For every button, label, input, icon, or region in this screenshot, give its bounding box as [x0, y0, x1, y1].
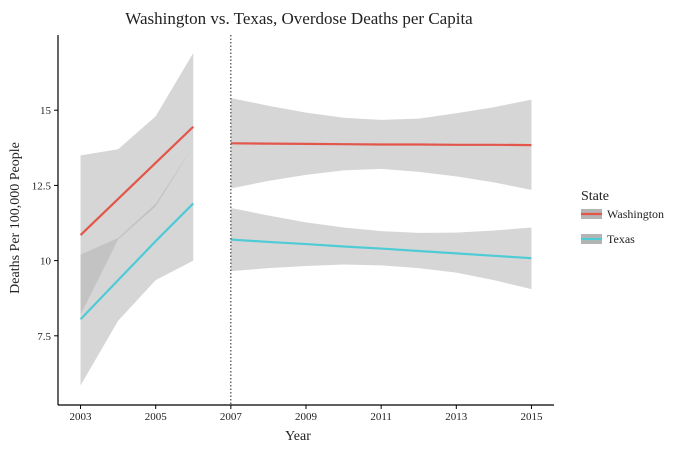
- x-tick-label: 2005: [145, 411, 168, 423]
- series-lines: [79, 125, 532, 321]
- x-axis-title: Year: [285, 429, 311, 444]
- y-tick-label: 7.5: [37, 331, 51, 343]
- x-tick-label: 2009: [295, 411, 318, 423]
- confidence-band-texas-1: [80, 146, 194, 386]
- x-tick-label: 2007: [220, 411, 243, 423]
- y-axis-ticks: 7.5 10 12.5 15: [32, 105, 58, 343]
- trend-line-washington-2: [230, 142, 532, 147]
- trend-line-texas-1: [79, 202, 195, 321]
- y-tick-label: 12.5: [32, 180, 52, 192]
- x-tick-label: 2013: [445, 411, 468, 423]
- legend-item-texas: Texas: [581, 232, 635, 246]
- y-tick-label: 10: [40, 256, 52, 268]
- chart-title: Washington vs. Texas, Overdose Deaths pe…: [125, 9, 473, 28]
- x-axis-ticks: 2003 2005 2007 2009 2011 2013 2015: [70, 405, 543, 423]
- trend-line-texas-2: [230, 238, 532, 260]
- trend-line-washington-1: [79, 125, 195, 236]
- legend: State Washington Texas: [581, 189, 664, 246]
- y-tick-label: 15: [40, 105, 52, 117]
- x-tick-label: 2003: [70, 411, 93, 423]
- legend-item-washington: Washington: [581, 207, 664, 221]
- legend-label: Texas: [607, 232, 635, 246]
- y-axis-title: Deaths Per 100,000 People: [8, 142, 23, 294]
- x-tick-label: 2011: [370, 411, 392, 423]
- x-tick-label: 2015: [520, 411, 543, 423]
- confidence-bands: [80, 53, 532, 386]
- legend-title: State: [581, 189, 609, 204]
- legend-label: Washington: [607, 207, 664, 221]
